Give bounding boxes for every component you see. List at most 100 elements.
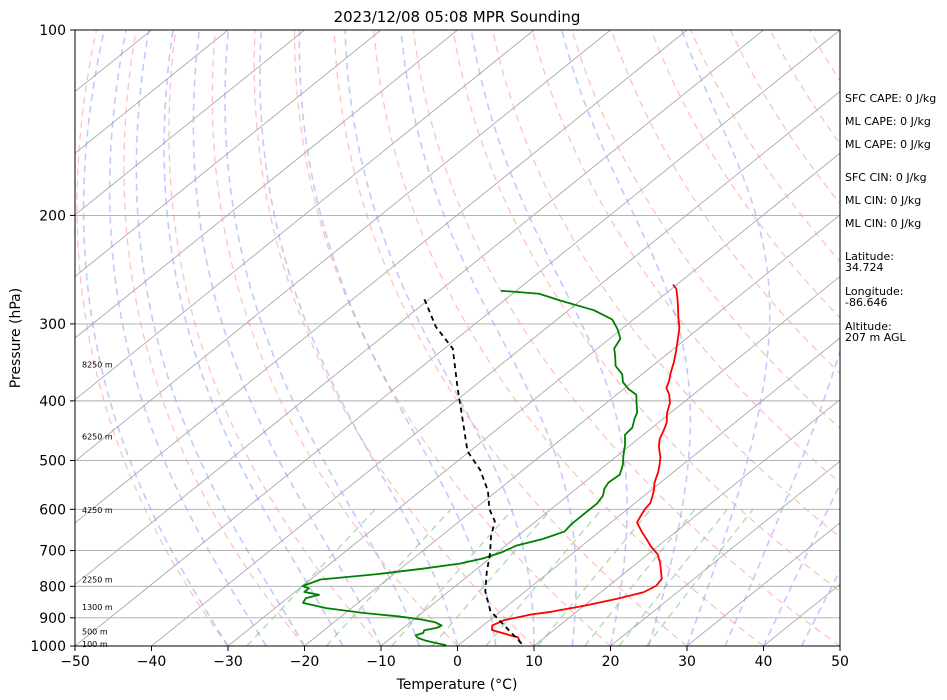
y-tick-label: 1000: [30, 639, 66, 655]
isotherm-line: [75, 30, 229, 154]
isotherm-line: [227, 152, 840, 646]
mixing-ratio-line: [391, 508, 514, 646]
moist-adiabat-line: [82, 30, 229, 646]
height-label: 6250 m: [82, 433, 113, 442]
side-panel-label: Longitude:: [845, 285, 903, 298]
isotherm-line: [75, 30, 382, 277]
dry-adiabat-line: [452, 30, 840, 593]
background-lines: [75, 30, 947, 646]
side-panel-label: ML CAPE: 0 J/kg: [845, 115, 931, 128]
isotherm-line: [75, 30, 840, 646]
height-label: 1300 m: [82, 603, 113, 612]
isotherm-line: [457, 337, 840, 646]
side-panel-value: 207 m AGL: [845, 331, 907, 344]
y-tick-label: 900: [39, 611, 66, 627]
y-tick-label: 400: [39, 394, 66, 410]
y-axis-label: Pressure (hPa): [8, 288, 24, 388]
moist-adiabat-line: [192, 30, 382, 646]
chart-title: 2023/12/08 05:08 MPR Sounding: [334, 8, 581, 26]
x-tick-label: 0: [453, 654, 462, 670]
mixing-ratio-line: [646, 508, 754, 646]
dry-adiabat-line: [531, 30, 840, 484]
x-tick-label: 20: [602, 654, 620, 670]
x-tick-label: −10: [366, 654, 396, 670]
isotherm-line: [304, 214, 840, 646]
height-label: 4250 m: [82, 506, 113, 515]
moist-adiabat-line: [259, 30, 459, 646]
y-tick-label: 300: [39, 317, 66, 333]
side-panel-value: -86.646: [845, 296, 887, 309]
moist-adiabat-line: [298, 30, 497, 646]
side-panel-label: ML CIN: 0 J/kg: [845, 217, 921, 230]
moist-adiabat-line: [801, 568, 840, 646]
height-label: 8250 m: [82, 360, 113, 369]
dry-adiabat-line: [333, 30, 688, 646]
moist-adiabat-line: [724, 30, 840, 646]
height-label: 100 m: [82, 640, 108, 649]
x-tick-label: −50: [60, 654, 90, 670]
series-group: [301, 284, 681, 646]
x-tick-label: −20: [290, 654, 320, 670]
side-panel-label: Latitude:: [845, 250, 894, 263]
side-panel-label: ML CAPE: 0 J/kg: [845, 138, 931, 151]
isotherm-line: [686, 522, 840, 646]
side-panel-label: SFC CIN: 0 J/kg: [845, 171, 927, 184]
moist-adiabat-line: [135, 30, 306, 646]
x-tick-label: −40: [137, 654, 167, 670]
side-panel-value: 34.724: [845, 261, 884, 274]
isotherm-line: [75, 30, 458, 339]
isotherm-line: [75, 30, 688, 524]
side-panel-label: SFC CAPE: 0 J/kg: [845, 92, 936, 105]
isotherm-line: [75, 30, 764, 585]
y-tick-label: 100: [39, 23, 66, 39]
x-tick-label: −30: [213, 654, 243, 670]
series-line-0: [490, 284, 681, 645]
dry-adiabat-line: [293, 30, 611, 646]
dry-adiabat-line: [373, 30, 764, 646]
dry-adiabat-line: [491, 30, 840, 538]
dry-adiabat-line: [123, 30, 306, 646]
y-axis: 1000 900 800 700 600 500 400 300 200 100: [30, 23, 75, 655]
mixing-ratio-line: [325, 508, 452, 646]
moist-adiabat-line: [224, 30, 421, 646]
isotherm-line: [380, 275, 840, 646]
moist-adiabat-line: [470, 30, 628, 646]
moist-adiabat-line: [400, 30, 577, 646]
x-axis: −50 −40 −30 −20 −10 0 10 20 30 40 50: [60, 646, 849, 670]
x-tick-label: 10: [525, 654, 543, 670]
x-tick-label: 50: [831, 654, 849, 670]
height-labels: 100 m 500 m 1300 m 2250 m 4250 m 6250 m 8250 m: [82, 360, 113, 648]
dry-adiabat-line: [650, 30, 840, 319]
side-panel-label: Altitude:: [845, 320, 892, 333]
dry-adiabat-line: [412, 30, 840, 646]
height-label: 2250 m: [82, 576, 113, 585]
side-panel: SFC CAPE: 0 J/kg ML CAPE: 0 J/kg ML CAPE: …: [845, 92, 936, 344]
dry-adiabat-line: [610, 30, 840, 375]
moist-adiabat-line: [561, 30, 692, 646]
x-tick-label: 30: [678, 654, 696, 670]
dry-adiabat-line: [76, 30, 229, 646]
mixing-ratio-line: [246, 508, 376, 646]
x-tick-label: 40: [755, 654, 773, 670]
isotherm-line: [75, 30, 305, 216]
y-tick-label: 600: [39, 502, 66, 518]
moist-adiabat-line: [680, 30, 771, 646]
y-tick-label: 500: [39, 454, 66, 470]
mixing-ratio-line: [485, 508, 603, 646]
dry-adiabat-line: [253, 30, 535, 646]
moist-adiabat-line: [163, 30, 344, 646]
side-panel-label: ML CIN: 0 J/kg: [845, 194, 921, 207]
moist-adiabat-line: [762, 482, 840, 646]
y-tick-label: 200: [39, 208, 66, 224]
dry-adiabat-line: [168, 30, 382, 646]
isotherm-line: [75, 30, 535, 401]
dry-adiabat-line: [928, 30, 947, 646]
moist-adiabat-line: [108, 30, 267, 646]
isotherm-line: [533, 399, 840, 646]
series-line-2: [422, 297, 523, 645]
isotherm-line: [75, 30, 611, 462]
series-line-1: [301, 289, 639, 646]
moist-adiabat-line: [344, 30, 535, 646]
x-axis-label: Temperature (°C): [396, 677, 518, 693]
